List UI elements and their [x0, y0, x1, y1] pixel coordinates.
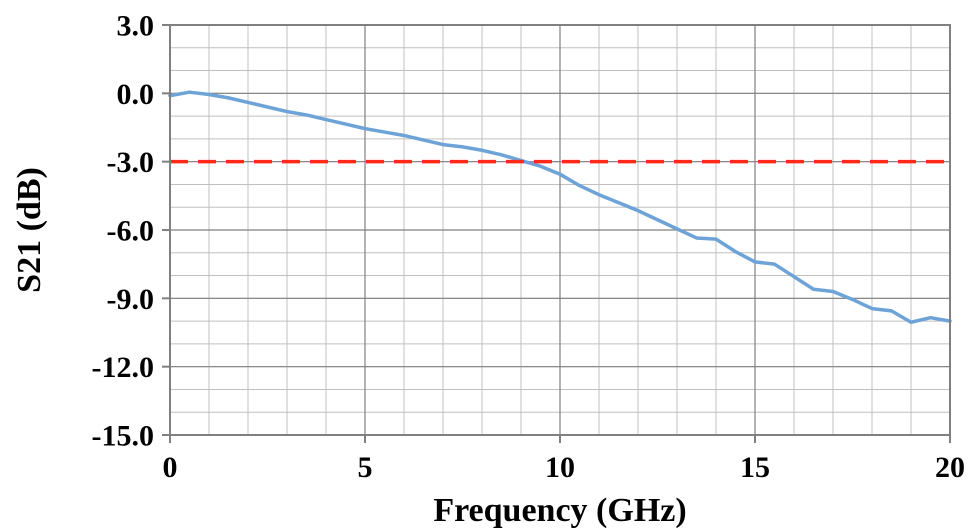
y-tick-label: 0.0	[117, 78, 155, 111]
y-tick-label: -15.0	[92, 420, 155, 453]
y-tick-label: 3.0	[117, 10, 155, 43]
x-tick-label: 15	[740, 451, 770, 484]
y-tick-label: -9.0	[107, 283, 155, 316]
x-tick-label: 5	[358, 451, 373, 484]
y-axis-label: S21 (dB)	[11, 167, 48, 293]
s21-chart: 0 5 10 15 20 3.0 0.0 -3.0 -6.0 -9.0 -12.0 -15.0 Freq…	[0, 0, 980, 531]
x-tick-label: 20	[935, 451, 965, 484]
x-tick-label: 0	[163, 451, 178, 484]
chart-container: 0 5 10 15 20 3.0 0.0 -3.0 -6.0 -9.0 -12.0 -15.0 Freq…	[0, 0, 980, 531]
x-tick-label: 10	[545, 451, 575, 484]
y-tick-label: -12.0	[92, 351, 155, 384]
x-axis-label: Frequency (GHz)	[433, 492, 686, 529]
y-tick-label: -6.0	[107, 215, 155, 248]
y-tick-label: -3.0	[107, 146, 155, 179]
